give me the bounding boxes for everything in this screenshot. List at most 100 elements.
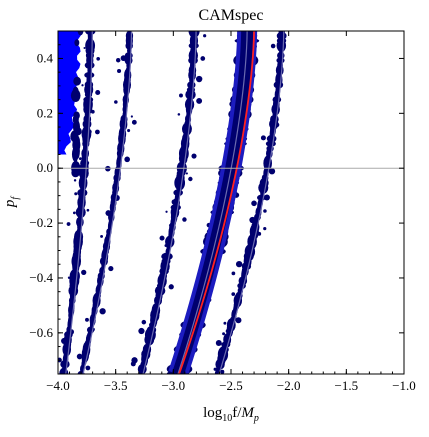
speckle-dot (171, 199, 178, 205)
y-tick-label: 0.2 (37, 105, 53, 120)
speckle-dot (263, 227, 267, 231)
speckle-dot (159, 235, 165, 241)
speckle-dot (85, 365, 91, 371)
region-speckle (72, 114, 79, 125)
region-speckle (74, 39, 80, 47)
speckle-dot (164, 244, 168, 248)
speckle-dot (76, 353, 83, 360)
y-tick-label: −0.4 (29, 270, 53, 285)
speckle-dot (131, 119, 137, 125)
speckle-dot (130, 115, 133, 118)
speckle-dot (168, 284, 174, 290)
region-speckle (77, 31, 84, 36)
speckle-dot (215, 340, 222, 346)
x-tick-label: −1.5 (335, 378, 359, 393)
speckle-dot (195, 75, 203, 83)
speckle-dot (85, 317, 89, 322)
contour-line (82, 31, 133, 374)
speckle-dot (260, 135, 266, 141)
speckle-dot (130, 361, 136, 367)
speckle-dot (74, 192, 78, 196)
speckle-dot (90, 109, 95, 114)
x-tick-label: −3.5 (104, 378, 128, 393)
speckle-dot (188, 176, 193, 182)
speckle-dot (72, 211, 76, 215)
speckle-dot (124, 156, 130, 163)
contour-band (166, 27, 260, 374)
speckle-dot (165, 210, 168, 213)
speckle-dot (95, 89, 101, 95)
speckle-dot (73, 179, 77, 182)
contour-band (76, 31, 137, 374)
speckle-dot (249, 27, 252, 30)
speckle-dot (263, 209, 267, 213)
speckle-dot (96, 56, 101, 61)
speckle-dot (179, 93, 183, 98)
speckle-dot (185, 172, 188, 175)
speckle-dot (115, 57, 121, 63)
speckle-dot (168, 224, 172, 227)
speckle-dot (78, 157, 82, 161)
speckle-dot (220, 369, 225, 374)
speckle-dot (81, 84, 84, 87)
speckle-dot (108, 265, 114, 272)
contour-line (218, 31, 285, 374)
speckle-dot (235, 317, 242, 324)
speckle-dot (200, 56, 206, 61)
speckle-dot (117, 68, 122, 74)
speckle-dot (191, 153, 197, 159)
speckle-dot (114, 100, 118, 104)
speckle-dot (235, 260, 243, 268)
x-axis-label: log10f/Mp (203, 405, 259, 424)
region-speckle (75, 136, 80, 146)
x-tick-label: −2.0 (277, 378, 301, 393)
speckle-dot (213, 367, 217, 371)
contour-band (130, 31, 207, 374)
y-tick-label: 0.0 (37, 160, 53, 175)
speckle-dot (231, 292, 236, 296)
speckle-dot (107, 213, 111, 217)
speckle-dot (196, 97, 203, 104)
plot-area (58, 27, 404, 374)
contour-line (177, 31, 248, 374)
best-fit-curve (178, 31, 255, 374)
speckle-dot (182, 217, 187, 222)
speckle-dot (257, 231, 262, 236)
core-region (58, 31, 82, 155)
y-tick-label: −0.6 (29, 325, 53, 340)
speckle-dot (263, 194, 270, 201)
speckle-dot (138, 327, 145, 335)
chart-title: CAMspec (199, 7, 264, 24)
speckle-dot (81, 269, 87, 275)
band-segment (138, 366, 144, 374)
speckle-dot (223, 321, 227, 325)
x-tick-label: −3.0 (162, 378, 186, 393)
y-tick-label: 0.4 (37, 50, 54, 65)
region-speckle (71, 168, 80, 178)
speckle-dot (177, 113, 181, 116)
speckle-dot (141, 319, 147, 325)
speckle-dot (251, 200, 257, 207)
x-tick-label: −2.5 (219, 378, 243, 393)
speckle-dot (83, 47, 86, 50)
contour-band (213, 31, 287, 374)
y-axis-label: pf (2, 196, 21, 209)
region-speckle (73, 76, 81, 86)
speckle-dot (231, 271, 236, 276)
speckle-dot (95, 129, 100, 135)
speckle-dot (268, 168, 276, 175)
contour-band (58, 31, 101, 374)
speckle-dot (270, 43, 276, 49)
x-tick-label: −4.0 (46, 378, 70, 393)
speckle-dot (100, 234, 104, 238)
speckle-dot (203, 34, 207, 38)
speckle-dot (155, 296, 161, 301)
speckle-dot (66, 222, 71, 226)
speckle-dot (222, 332, 226, 336)
contour-line (65, 31, 93, 374)
contour-line (142, 31, 197, 374)
x-tick-label: −1.0 (392, 378, 416, 393)
speckle-dot (127, 128, 131, 133)
region-speckle (75, 143, 80, 159)
